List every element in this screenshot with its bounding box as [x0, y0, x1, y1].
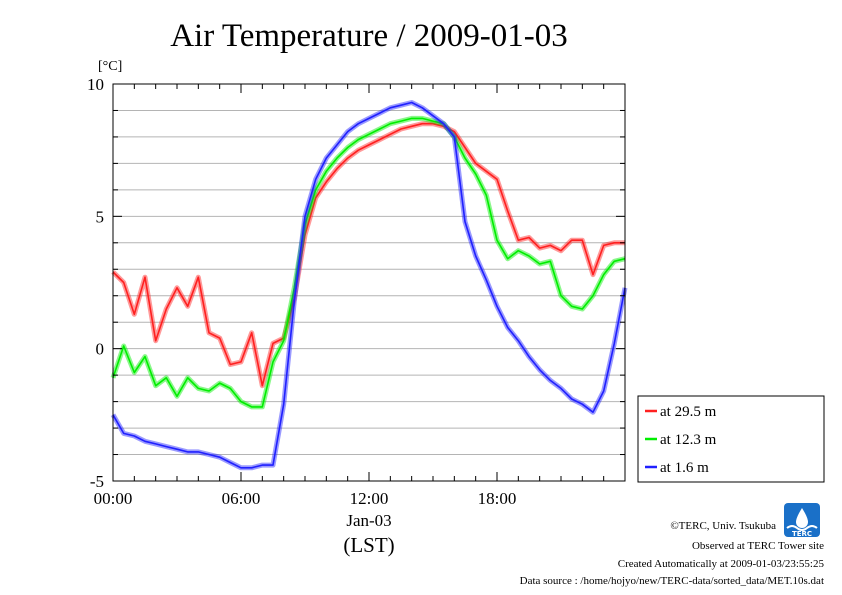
- logo-wave-icon: [786, 525, 818, 531]
- series-line: [112, 122, 625, 387]
- y-tick-label: 10: [87, 75, 104, 94]
- y-tick-label: 0: [96, 340, 105, 359]
- y-tick-label: 5: [96, 207, 105, 226]
- logo-water-drop-icon: [796, 508, 808, 528]
- legend-label: at 29.5 m: [660, 404, 717, 420]
- data-source-text: Data source : /home/hojyo/new/TERC-data/…: [520, 575, 824, 587]
- series-line: [112, 101, 626, 469]
- x-tick-label: 12:00: [350, 489, 389, 508]
- x-tick-labels: 00:00 06:00 12:00 18:00: [94, 489, 517, 508]
- created-text: Created Automatically at 2009-01-03/23:5…: [618, 558, 825, 570]
- legend-label: at 1.6 m: [660, 460, 709, 476]
- x-tick-label: 06:00: [222, 489, 261, 508]
- y-tick-labels: -5 0 5 10: [87, 75, 104, 491]
- x-tick-label: 18:00: [478, 489, 517, 508]
- legend: at 29.5 m at 12.3 m at 1.6 m: [637, 395, 825, 483]
- legend-box: [637, 395, 825, 483]
- x-tick-label: 00:00: [94, 489, 133, 508]
- series-line-halo: [110, 100, 628, 471]
- legend-label: at 12.3 m: [660, 432, 717, 448]
- x-axis-label: (LST): [343, 533, 394, 557]
- footer: ©TERC, Univ. Tsukuba Observed at TERC To…: [520, 520, 825, 587]
- logo-text: TERC: [792, 530, 812, 538]
- y-axis-unit-label: [°C]: [98, 59, 122, 74]
- x-date-label: Jan-03: [346, 511, 391, 530]
- series-line: [112, 117, 626, 408]
- terc-logo: TERC: [784, 503, 820, 538]
- observed-text: Observed at TERC Tower site: [692, 540, 824, 552]
- axis-ticks: [112, 83, 626, 482]
- y-tick-label: -5: [90, 472, 104, 491]
- chart-title: Air Temperature / 2009-01-03: [170, 18, 568, 54]
- series-layer: [110, 100, 628, 471]
- copyright-text: ©TERC, Univ. Tsukuba: [670, 520, 776, 532]
- grid-lines: [113, 109, 625, 456]
